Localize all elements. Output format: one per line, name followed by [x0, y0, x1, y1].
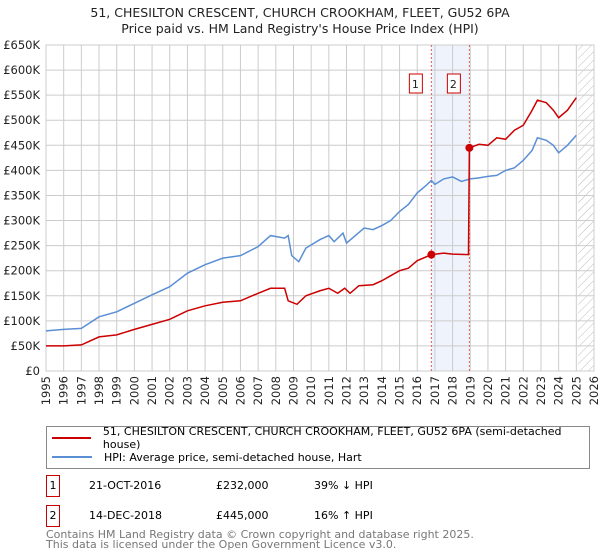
transaction-hpi: 39% ↓ HPI: [314, 479, 373, 492]
transaction-marker: 1: [46, 475, 60, 497]
transaction-hpi: 16% ↑ HPI: [314, 509, 373, 522]
x-tick-label: 2007: [251, 376, 265, 405]
x-tick-label: 2002: [163, 376, 177, 405]
x-tick-label: 2024: [552, 376, 566, 405]
y-tick-label: £50K: [11, 339, 41, 353]
annotation-box: [446, 73, 461, 94]
footer-line2: This data is licensed under the Open Gov…: [46, 538, 397, 551]
x-tick-label: 2006: [233, 376, 247, 405]
transaction-price: £445,000: [216, 509, 269, 522]
x-tick-label: 1997: [74, 376, 88, 405]
annotation-label: 2: [450, 78, 457, 91]
x-tick-label: 2023: [534, 376, 548, 405]
transaction-marker: 2: [46, 505, 60, 527]
y-tick-label: £200K: [3, 264, 40, 278]
x-tick-label: 2005: [216, 376, 230, 405]
y-tick-label: £650K: [3, 38, 40, 52]
x-tick-label: 1995: [39, 376, 53, 405]
x-tick-label: 2022: [516, 376, 530, 405]
legend: 51, CHESILTON CRESCENT, CHURCH CROOKHAM,…: [46, 425, 590, 469]
x-tick-label: 2021: [499, 376, 513, 405]
legend-label-hpi: HPI: Average price, semi-detached house,…: [104, 450, 362, 464]
x-tick-label: 2018: [446, 376, 460, 405]
chart-title: 51, CHESILTON CRESCENT, CHURCH CROOKHAM,…: [90, 5, 510, 20]
series-line: [46, 97, 577, 347]
footer-line1: Contains HM Land Registry data © Crown c…: [46, 528, 474, 541]
shaded-range: [431, 45, 470, 371]
transaction-price: £232,000: [216, 479, 269, 492]
y-tick-label: £250K: [3, 239, 40, 253]
y-tick-label: £500K: [3, 113, 40, 127]
footer: Contains HM Land Registry data © Crown c…: [46, 528, 474, 551]
x-tick-label: 2020: [481, 376, 495, 405]
x-tick-label: 2012: [340, 376, 354, 405]
y-tick-label: £400K: [3, 163, 40, 177]
x-tick-label: 2014: [375, 376, 389, 405]
chart-subtitle: Price paid vs. HM Land Registry's House …: [121, 21, 479, 36]
x-tick-label: 2017: [428, 376, 442, 405]
y-tick-label: £600K: [3, 63, 40, 77]
legend-swatch-hpi: [52, 456, 92, 458]
legend-swatch-property: [52, 437, 91, 439]
sale-point: [465, 143, 474, 152]
x-tick-label: 2019: [463, 376, 477, 405]
y-tick-label: £350K: [3, 188, 40, 202]
y-tick-label: £300K: [3, 214, 40, 228]
x-tick-label: 2016: [410, 376, 424, 405]
x-tick-label: 2015: [393, 376, 407, 405]
transaction-date: 21-OCT-2016: [89, 479, 162, 492]
sale-point: [427, 250, 436, 259]
legend-label-property: 51, CHESILTON CRESCENT, CHURCH CROOKHAM,…: [102, 425, 562, 451]
series-line: [45, 134, 577, 332]
x-tick-label: 1999: [110, 376, 124, 405]
y-tick-label: £100K: [3, 314, 40, 328]
x-tick-label: 2026: [587, 376, 600, 405]
chart-plot: 1995 1996 1997 1998 1999 2000 2001 2002 2003 2004…: [3, 38, 600, 405]
x-tick-label: 2010: [304, 376, 318, 405]
x-tick-label: 2008: [269, 376, 283, 405]
x-tick-label: 2013: [357, 376, 371, 405]
x-tick-label: 2000: [127, 376, 141, 405]
transaction-date: 14-DEC-2018: [89, 509, 163, 522]
y-tick-label: £0: [25, 364, 40, 378]
y-tick-label: £550K: [3, 88, 40, 102]
x-tick-label: 1998: [92, 376, 106, 405]
x-tick-label: 2025: [569, 376, 583, 405]
x-tick-label: 2003: [180, 376, 194, 405]
x-tick-label: 2004: [198, 376, 212, 405]
x-tick-label: 2009: [286, 376, 300, 405]
annotation-box: [408, 73, 423, 94]
transaction-row: 2 14-DEC-2018 £445,000 16% ↑ HPI: [46, 505, 586, 527]
plot-area: [45, 44, 595, 372]
transaction-row: 1 21-OCT-2016 £232,000 39% ↓ HPI: [46, 475, 586, 497]
annotation-label: 1: [412, 78, 419, 91]
x-tick-label: 2001: [145, 376, 159, 405]
y-tick-label: £150K: [3, 289, 40, 303]
y-tick-label: £450K: [3, 138, 40, 152]
x-tick-label: 1996: [57, 376, 71, 405]
x-tick-label: 2011: [322, 376, 336, 405]
forecast-hatch: [578, 45, 594, 371]
